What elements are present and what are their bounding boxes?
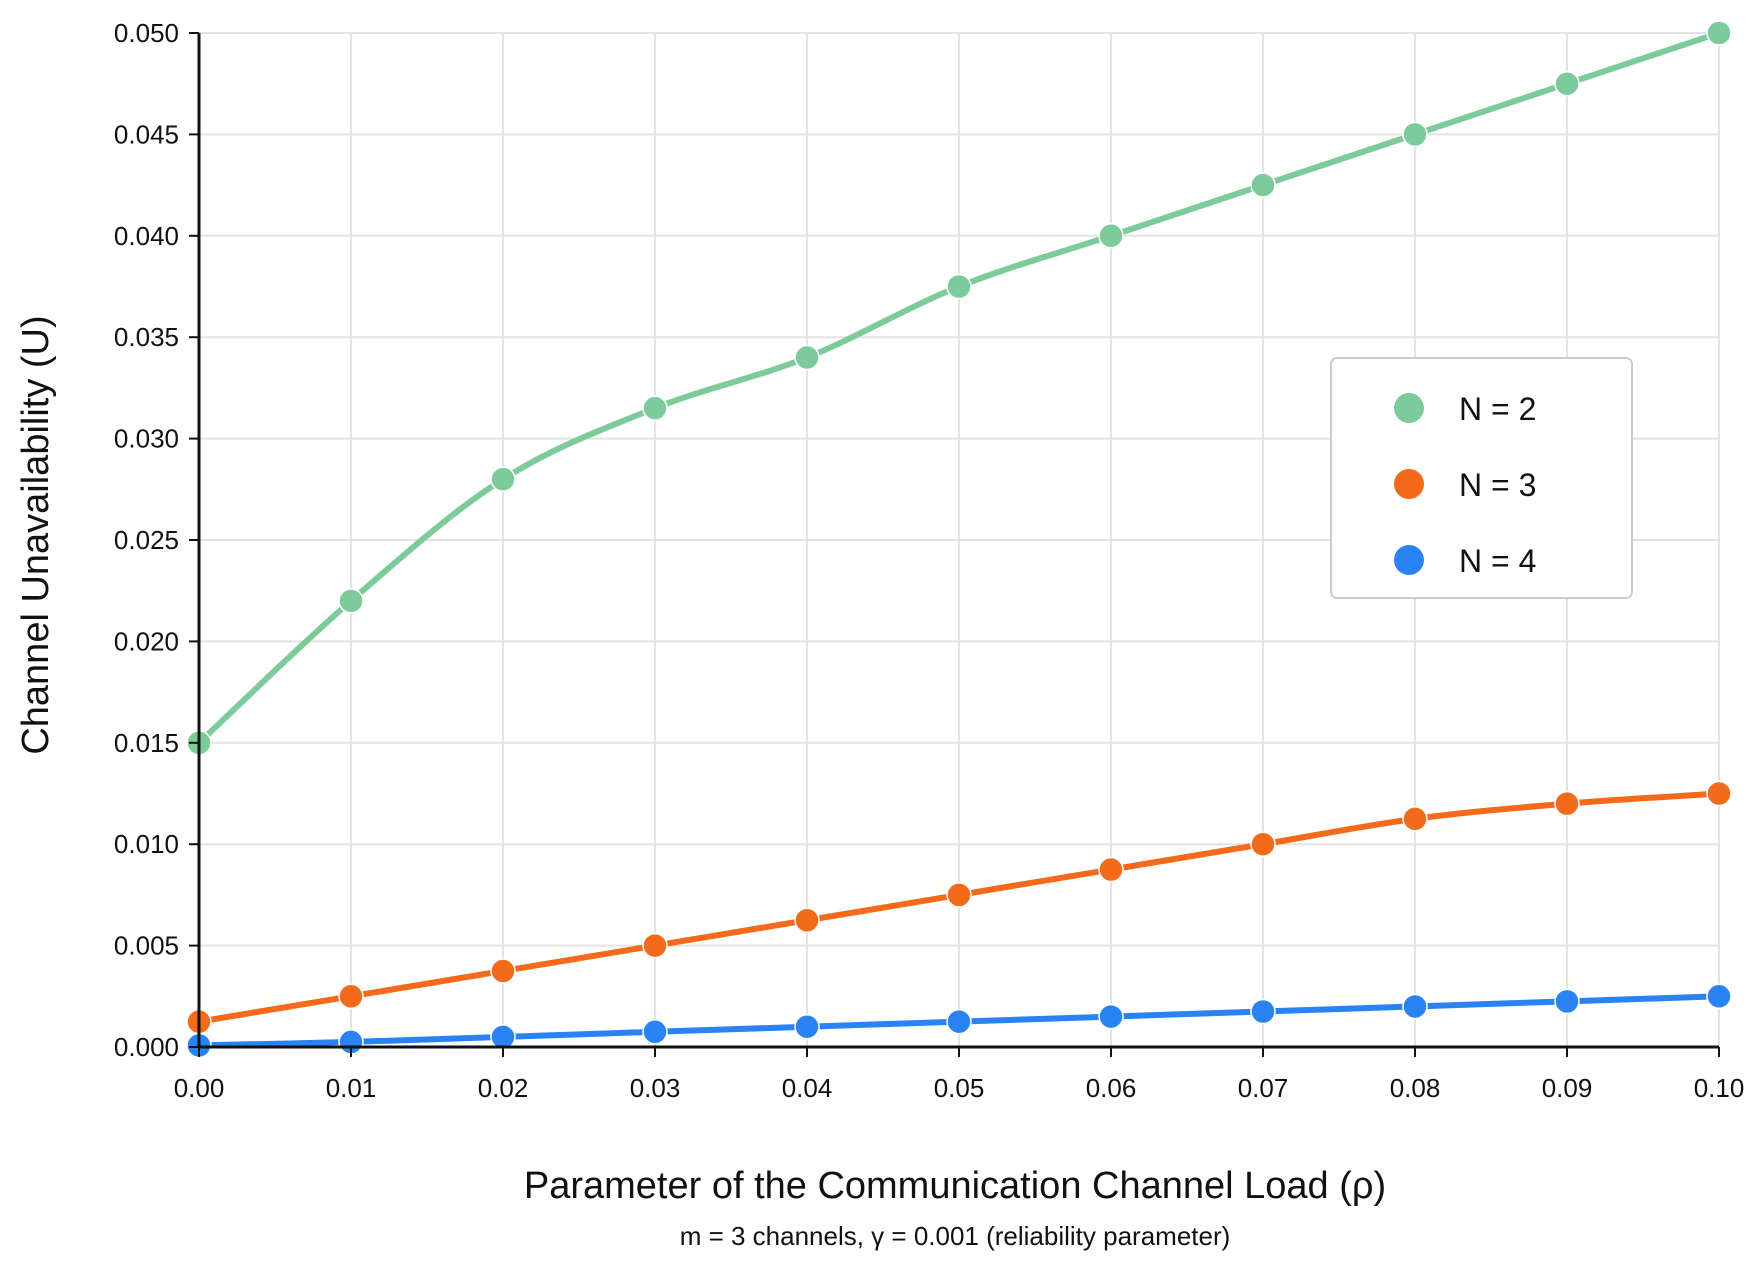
data-point-n-3 [1250, 831, 1276, 857]
x-tick-label: 0.05 [934, 1073, 985, 1103]
data-point-n-4 [946, 1008, 972, 1035]
y-tick-label: 0.025 [114, 525, 179, 555]
data-point-n-3 [946, 882, 972, 908]
y-tick-label: 0.045 [114, 119, 179, 149]
data-point-n-3 [1402, 806, 1428, 832]
legend-label-n-2: N = 2 [1459, 391, 1536, 427]
data-point-n-2 [338, 588, 364, 614]
chart-subtitle: m = 3 channels, γ = 0.001 (reliability p… [680, 1221, 1231, 1251]
data-point-n-3 [642, 932, 668, 959]
x-tick-label: 0.09 [1542, 1073, 1593, 1103]
legend-label-n-3: N = 3 [1459, 467, 1536, 503]
x-tick-label: 0.10 [1694, 1073, 1745, 1103]
data-point-n-3 [1706, 780, 1732, 807]
data-point-n-3 [1098, 856, 1124, 883]
data-point-n-4 [642, 1019, 668, 1045]
series-layer [186, 20, 1732, 1059]
legend-label-n-4: N = 4 [1459, 543, 1536, 579]
x-axis-title: Parameter of the Communication Channel L… [524, 1165, 1386, 1207]
data-point-n-2 [1554, 70, 1580, 97]
x-tick-label: 0.01 [326, 1073, 377, 1103]
tick-labels: 0.00 0.01 0.02 0.03 0.04 0.05 0.06 0.07 0.08 0.09… [114, 18, 1744, 1103]
x-tick-label: 0.00 [174, 1073, 225, 1103]
data-point-n-2 [1098, 223, 1124, 249]
x-tick-label: 0.07 [1238, 1073, 1289, 1103]
x-tick-label: 0.03 [630, 1073, 681, 1103]
data-point-n-3 [1554, 790, 1580, 817]
y-tick-label: 0.000 [114, 1032, 179, 1062]
x-tick-label: 0.08 [1390, 1073, 1441, 1103]
y-tick-label: 0.015 [114, 728, 179, 758]
y-tick-label: 0.035 [114, 322, 179, 352]
data-point-n-4 [1098, 1003, 1124, 1030]
x-tick-label: 0.02 [478, 1073, 529, 1103]
data-point-n-4 [1250, 998, 1276, 1025]
legend-marker-n-2 [1394, 393, 1424, 423]
data-point-n-2 [946, 273, 972, 300]
series-n-4 [186, 983, 1732, 1059]
data-point-n-4 [1554, 988, 1580, 1015]
data-point-n-2 [1402, 121, 1428, 148]
legend-marker-n-3 [1394, 469, 1424, 499]
y-tick-label: 0.010 [114, 829, 179, 859]
data-point-n-2 [794, 344, 820, 371]
axes [189, 32, 1720, 1057]
data-point-n-4 [794, 1013, 820, 1040]
data-point-n-4 [490, 1024, 516, 1050]
y-tick-label: 0.020 [114, 626, 179, 656]
y-tick-label: 0.030 [114, 424, 179, 454]
data-point-n-2 [1706, 20, 1732, 46]
series-n-3 [186, 780, 1732, 1035]
data-point-n-4 [1706, 983, 1732, 1010]
legend: N = 2 N = 3 N = 4 [1330, 357, 1633, 599]
data-point-n-2 [490, 466, 516, 492]
data-point-n-2 [642, 395, 668, 421]
y-tick-label: 0.050 [114, 18, 179, 48]
y-axis-title: Channel Unavailability (U) [15, 315, 57, 754]
data-point-n-4 [1402, 993, 1428, 1020]
legend-marker-n-4 [1394, 545, 1424, 575]
data-point-n-3 [490, 958, 516, 984]
x-tick-label: 0.06 [1086, 1073, 1137, 1103]
data-point-n-2 [1250, 172, 1276, 198]
data-point-n-3 [338, 983, 364, 1010]
data-point-n-3 [794, 907, 820, 933]
x-tick-label: 0.04 [782, 1073, 833, 1103]
series-n-2 [186, 20, 1732, 756]
y-tick-label: 0.040 [114, 221, 179, 251]
y-tick-label: 0.005 [114, 931, 179, 961]
